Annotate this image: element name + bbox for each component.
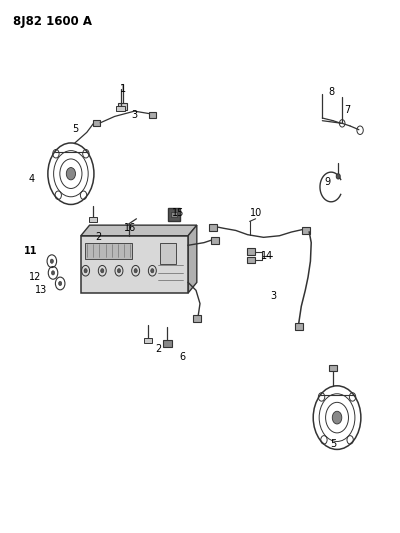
Circle shape	[84, 269, 87, 273]
Text: 5: 5	[330, 439, 336, 449]
Circle shape	[66, 167, 76, 180]
Bar	[81, 236, 188, 293]
Circle shape	[336, 174, 340, 179]
Bar	[93, 119, 100, 126]
Circle shape	[58, 281, 62, 286]
Bar	[294, 323, 303, 330]
Bar	[168, 208, 180, 221]
Polygon shape	[81, 225, 197, 236]
Circle shape	[151, 269, 154, 273]
Circle shape	[134, 269, 137, 273]
Bar	[211, 237, 219, 244]
Bar	[329, 365, 337, 371]
Circle shape	[52, 271, 55, 275]
Text: 5: 5	[72, 124, 78, 134]
Circle shape	[101, 269, 104, 273]
Bar	[247, 248, 255, 255]
Text: 10: 10	[250, 208, 262, 219]
Text: 3: 3	[270, 290, 276, 301]
Text: 6: 6	[179, 352, 185, 361]
Bar	[209, 224, 217, 231]
Bar	[149, 112, 156, 118]
Text: 8J82 1600 A: 8J82 1600 A	[13, 14, 92, 28]
Bar	[118, 103, 127, 110]
Text: 1: 1	[120, 84, 126, 94]
Text: 2: 2	[96, 232, 102, 243]
Bar	[172, 212, 177, 217]
Bar	[302, 227, 310, 233]
Text: 12: 12	[29, 272, 41, 282]
Text: 15: 15	[172, 208, 184, 219]
Text: 16: 16	[124, 223, 137, 233]
Text: 11: 11	[24, 246, 38, 256]
Bar	[247, 257, 255, 263]
Circle shape	[50, 259, 54, 263]
Polygon shape	[188, 225, 197, 293]
Circle shape	[117, 269, 120, 273]
Text: 2: 2	[155, 344, 162, 354]
Bar	[85, 243, 132, 259]
Bar	[160, 243, 176, 264]
Bar	[144, 337, 152, 343]
Bar	[116, 106, 125, 111]
Bar	[89, 217, 97, 222]
Text: 9: 9	[324, 176, 330, 187]
Bar	[193, 316, 201, 322]
Text: 8: 8	[328, 86, 334, 96]
Text: 7: 7	[344, 105, 350, 115]
Bar	[163, 340, 172, 347]
Text: 4: 4	[28, 174, 34, 184]
Text: 14: 14	[262, 251, 274, 261]
Circle shape	[332, 411, 342, 424]
Text: 13: 13	[35, 285, 47, 295]
Text: 3: 3	[131, 110, 138, 120]
